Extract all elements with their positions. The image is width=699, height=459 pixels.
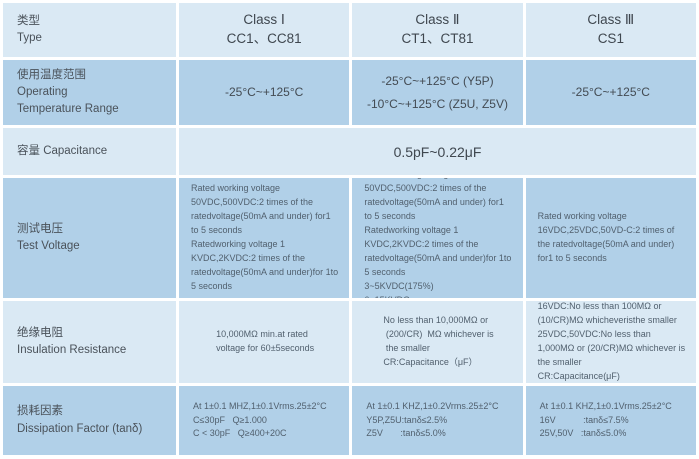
cell-type-class2: Class Ⅱ CT1、CT81	[352, 3, 523, 57]
cell-test-voltage-class2: Rated working voltage 50VDC,500VDC:2 tim…	[352, 178, 523, 298]
cell-test-voltage-class1: Rated working voltage 50VDC,500VDC:2 tim…	[179, 178, 350, 298]
row-label-insulation-resistance: 绝缘电阻 Insulation Resistance	[3, 301, 176, 383]
row-label-type: 类型 Type	[3, 3, 176, 57]
cell-type-class3: Class Ⅲ CS1	[525, 3, 696, 57]
cell-insulation-class1: 10,000MΩ min.at rated voltage for 60±5se…	[179, 301, 350, 383]
cell-temperature-class1: -25°C~+125°C	[179, 60, 350, 125]
row-label-dissipation-factor: 损耗因素 Dissipation Factor (tanδ)	[3, 386, 176, 455]
cell-insulation-class3: 16VDC:No less than 100MΩ or (10/CR)MΩ wh…	[525, 301, 696, 383]
cell-temperature-class2: -25°C~+125°C (Y5P) -10°C~+125°C (Z5U, Z5…	[352, 60, 523, 125]
cell-dissipation-class3: At 1±0.1 KHZ,1±0.1Vrms.25±2°C 16V :tanδ≤…	[525, 386, 696, 455]
row-label-operating-temperature: 使用温度范围 Operating Temperature Range	[3, 60, 176, 125]
cell-insulation-class2: No less than 10,000MΩ or (200/CR) MΩ whi…	[352, 301, 523, 383]
cell-dissipation-class2: At 1±0.1 KHZ,1±0.2Vrms.25±2°C Y5P,Z5U:ta…	[352, 386, 523, 455]
cell-type-class1: Class Ⅰ CC1、CC81	[179, 3, 350, 57]
cell-temperature-class3: -25°C~+125°C	[525, 60, 696, 125]
row-label-capacitance: 容量 Capacitance	[3, 128, 176, 175]
cell-dissipation-class1: At 1±0.1 MHZ,1±0.1Vrms.25±2°C C≤30pF Q≥1…	[179, 386, 350, 455]
cell-test-voltage-class3: Rated working voltage 16VDC,25VDC,50VD-C…	[525, 178, 696, 298]
row-label-test-voltage: 测试电压 Test Voltage	[3, 178, 176, 298]
cell-capacitance-range: 0.5pF~0.22μF	[179, 128, 696, 175]
